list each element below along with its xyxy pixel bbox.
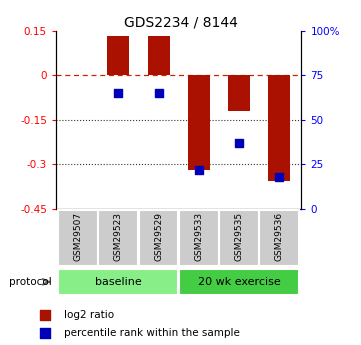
- Text: GSM29536: GSM29536: [275, 212, 284, 262]
- Text: baseline: baseline: [95, 277, 142, 287]
- Bar: [148, 36, 170, 76]
- Point: [42, 331, 48, 336]
- Point: [236, 140, 242, 146]
- Bar: [99, 210, 138, 266]
- Bar: [228, 76, 250, 111]
- Bar: [107, 36, 129, 76]
- Text: percentile rank within the sample: percentile rank within the sample: [64, 328, 240, 338]
- Text: log2 ratio: log2 ratio: [64, 310, 114, 320]
- Text: GSM29523: GSM29523: [114, 213, 123, 262]
- Text: GSM29535: GSM29535: [235, 212, 244, 262]
- Bar: [58, 269, 178, 295]
- Point: [116, 90, 121, 96]
- Point: [196, 167, 202, 172]
- Text: GSM29507: GSM29507: [74, 212, 83, 262]
- Text: protocol: protocol: [9, 277, 52, 287]
- Bar: [179, 210, 219, 266]
- Bar: [188, 76, 210, 170]
- Text: GDS2234 / 8144: GDS2234 / 8144: [123, 16, 238, 30]
- Bar: [260, 210, 299, 266]
- Point: [156, 90, 161, 96]
- Point: [277, 174, 282, 179]
- Point: [42, 312, 48, 318]
- Bar: [179, 269, 299, 295]
- Text: 20 wk exercise: 20 wk exercise: [198, 277, 280, 287]
- Text: GSM29533: GSM29533: [194, 212, 203, 262]
- Bar: [268, 76, 290, 180]
- Bar: [139, 210, 178, 266]
- Text: GSM29529: GSM29529: [154, 213, 163, 262]
- Bar: [219, 210, 259, 266]
- Bar: [58, 210, 98, 266]
